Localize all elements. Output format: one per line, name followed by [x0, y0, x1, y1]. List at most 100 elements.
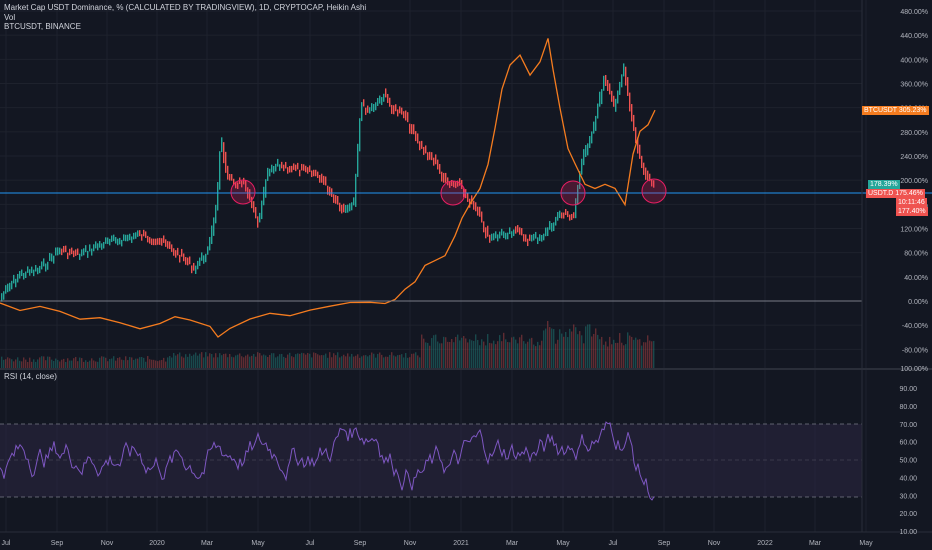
usdt-candle [281, 161, 283, 169]
chart-title-legend[interactable]: Market Cap USDT Dominance, % (CALCULATED… [4, 3, 367, 12]
time-tick-label: Nov [708, 540, 721, 547]
volume-bar [277, 356, 279, 368]
volume-legend[interactable]: Vol [4, 13, 16, 22]
volume-bar [583, 343, 585, 368]
usdt-candle [19, 271, 21, 279]
volume-bar [383, 357, 385, 368]
volume-bar [555, 343, 557, 368]
usdt-candle [543, 233, 545, 241]
usdt-candle [403, 111, 405, 119]
usdt-candle [605, 74, 607, 86]
usdt-candle [115, 237, 117, 244]
usdt-candle [627, 77, 629, 96]
usdt-candle [55, 247, 57, 256]
usdt-candle [639, 144, 641, 159]
volume-bar [219, 353, 221, 368]
usdt-candle [579, 171, 581, 190]
usdt-candle [81, 249, 83, 257]
usdt-candle [111, 235, 113, 242]
usdt-candle [421, 140, 423, 149]
usdt-candle [253, 201, 255, 213]
volume-bar [499, 335, 501, 368]
usdt-candle [375, 102, 377, 111]
volume-bar [267, 356, 269, 368]
volume-bar [427, 342, 429, 368]
volume-bar [225, 353, 227, 368]
usdt-candle [215, 204, 217, 224]
usdt-candle [425, 145, 427, 154]
usdt-candle [413, 124, 415, 135]
usdt-candle [49, 252, 51, 261]
volume-bar [409, 357, 411, 368]
price-tick-label: 80.00% [904, 251, 928, 258]
usdt-candle [311, 170, 313, 178]
usdt-candle [257, 216, 259, 228]
usdt-candle [515, 226, 517, 234]
volume-bar [389, 354, 391, 368]
volume-bar [477, 340, 479, 368]
volume-bar [199, 353, 201, 368]
price-axis[interactable]: 480.00%440.00%400.00%360.00%320.00%280.0… [900, 9, 928, 373]
volume-bar [7, 357, 9, 368]
volume-bar [601, 336, 603, 368]
usdt-candle [169, 241, 171, 249]
time-axis[interactable]: Jul Sep Nov 2020 Mar May Jul Sep Nov 2021 Mar May Ju… [2, 540, 874, 547]
volume-bar [603, 344, 605, 368]
time-tick-label: Sep [658, 540, 671, 547]
btcusdt-legend[interactable]: BTCUSDT, BINANCE [4, 22, 81, 31]
volume-bar [519, 337, 521, 368]
volume-bar [559, 329, 561, 368]
usdt-candle [301, 163, 303, 171]
volume-bar [565, 331, 567, 368]
usdt-candle [473, 200, 475, 210]
usdt-candle [199, 257, 201, 266]
usdt-candle [177, 247, 179, 256]
volume-bar [67, 358, 69, 368]
usdt-candle [613, 95, 615, 107]
volume-bar [461, 337, 463, 368]
volume-bar [393, 355, 395, 368]
volume-bar [253, 354, 255, 368]
price-tick-label: 480.00% [900, 9, 928, 16]
volume-bar [139, 357, 141, 368]
usdt-candle [429, 151, 431, 160]
volume-bar [365, 355, 367, 368]
usdt-candle [249, 189, 251, 201]
volume-bar [223, 353, 225, 368]
volume-bar [149, 359, 151, 368]
usdt-candle [363, 99, 365, 107]
usdt-candle [179, 254, 181, 263]
volume-bar [255, 356, 257, 368]
volume-bar [435, 334, 437, 368]
volume-bar [619, 333, 621, 368]
volume-bar [57, 359, 59, 368]
volume-bar [561, 333, 563, 368]
volume-bar [411, 353, 413, 368]
volume-bar [623, 345, 625, 368]
usdt-candle [305, 165, 307, 173]
volume-bar [121, 359, 123, 368]
time-tick-label: 2020 [149, 540, 165, 547]
usdt-candle [391, 104, 393, 114]
usdt-candle [417, 133, 419, 144]
rsi-legend[interactable]: RSI (14, close) [4, 372, 57, 381]
usdt-candle [405, 110, 407, 121]
volume-bar [127, 360, 129, 368]
volume-bar [357, 354, 359, 368]
volume-bar [65, 361, 67, 368]
volume-bar [109, 358, 111, 368]
volume-bar [55, 358, 57, 368]
volume-bar [107, 361, 109, 368]
rsi-axis[interactable]: 90.00 80.00 70.00 60.00 50.00 40.00 30.00 20.00… [899, 386, 917, 536]
volume-bar [563, 336, 565, 368]
usdt-candle [577, 184, 579, 205]
rsi-tick-label: 70.00 [899, 422, 917, 429]
rsi-tick-label: 60.00 [899, 440, 917, 447]
usdt-candle [149, 237, 151, 244]
usdt-candle [279, 164, 281, 171]
usdt-candle [37, 267, 39, 275]
volume-bar [321, 355, 323, 368]
usdt-candle [437, 159, 439, 170]
usdt-candle [283, 164, 285, 172]
